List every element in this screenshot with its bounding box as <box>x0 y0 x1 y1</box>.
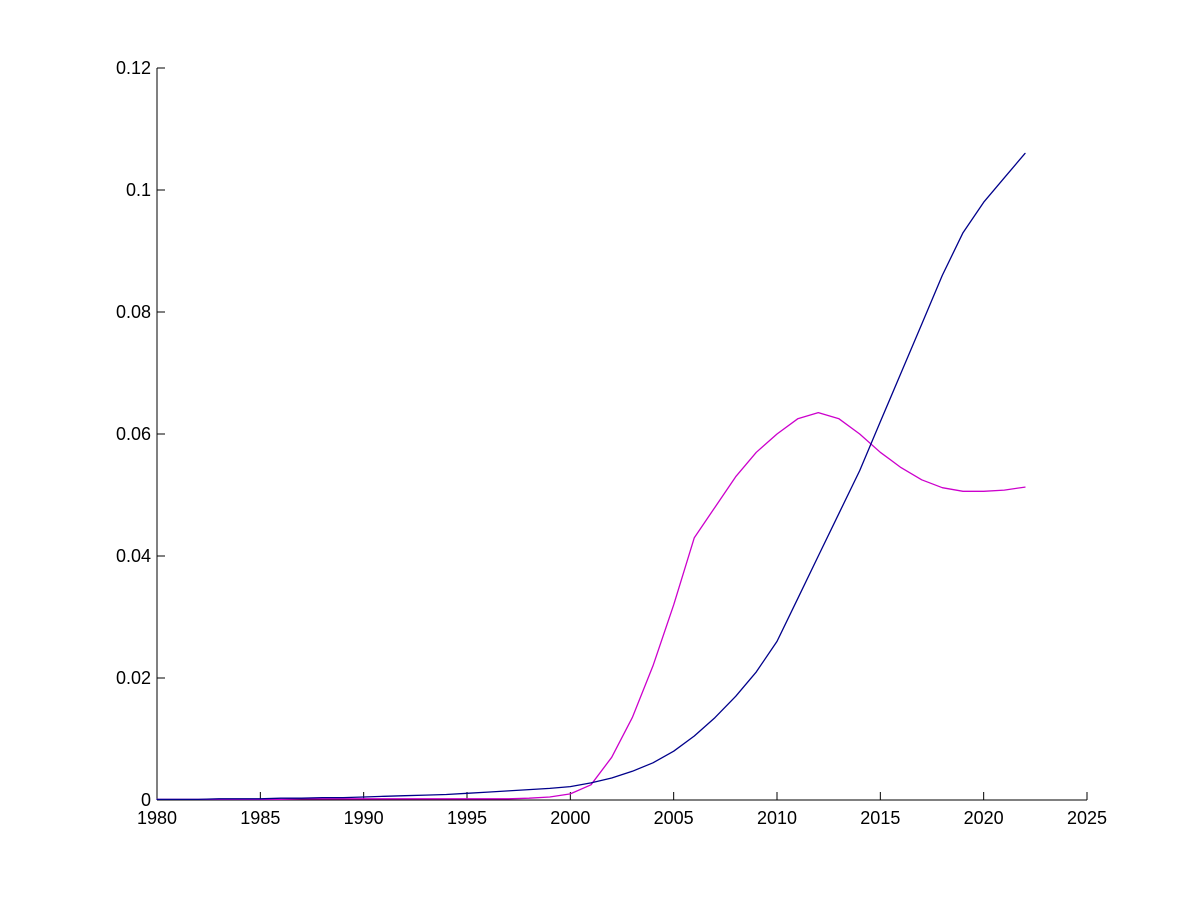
x-tick-label: 2025 <box>1067 808 1107 828</box>
y-tick-label: 0.08 <box>116 302 151 322</box>
x-tick-label: 2015 <box>860 808 900 828</box>
x-tick-label: 2010 <box>757 808 797 828</box>
x-tick-label: 1990 <box>344 808 384 828</box>
x-tick-label: 2000 <box>550 808 590 828</box>
x-tick-label: 2005 <box>654 808 694 828</box>
x-tick-label: 1980 <box>137 808 177 828</box>
y-tick-label: 0.02 <box>116 668 151 688</box>
y-tick-label: 0.12 <box>116 58 151 78</box>
series-line-dark-blue <box>156 152 1026 801</box>
y-tick-label: 0.1 <box>126 180 151 200</box>
y-tick-label: 0.04 <box>116 546 151 566</box>
y-tick-label: 0 <box>141 790 151 810</box>
series-line-magenta <box>156 411 1026 801</box>
x-tick-label: 1985 <box>240 808 280 828</box>
y-tick-label: 0.06 <box>116 424 151 444</box>
x-tick-label: 1995 <box>447 808 487 828</box>
x-tick-label: 2020 <box>964 808 1004 828</box>
